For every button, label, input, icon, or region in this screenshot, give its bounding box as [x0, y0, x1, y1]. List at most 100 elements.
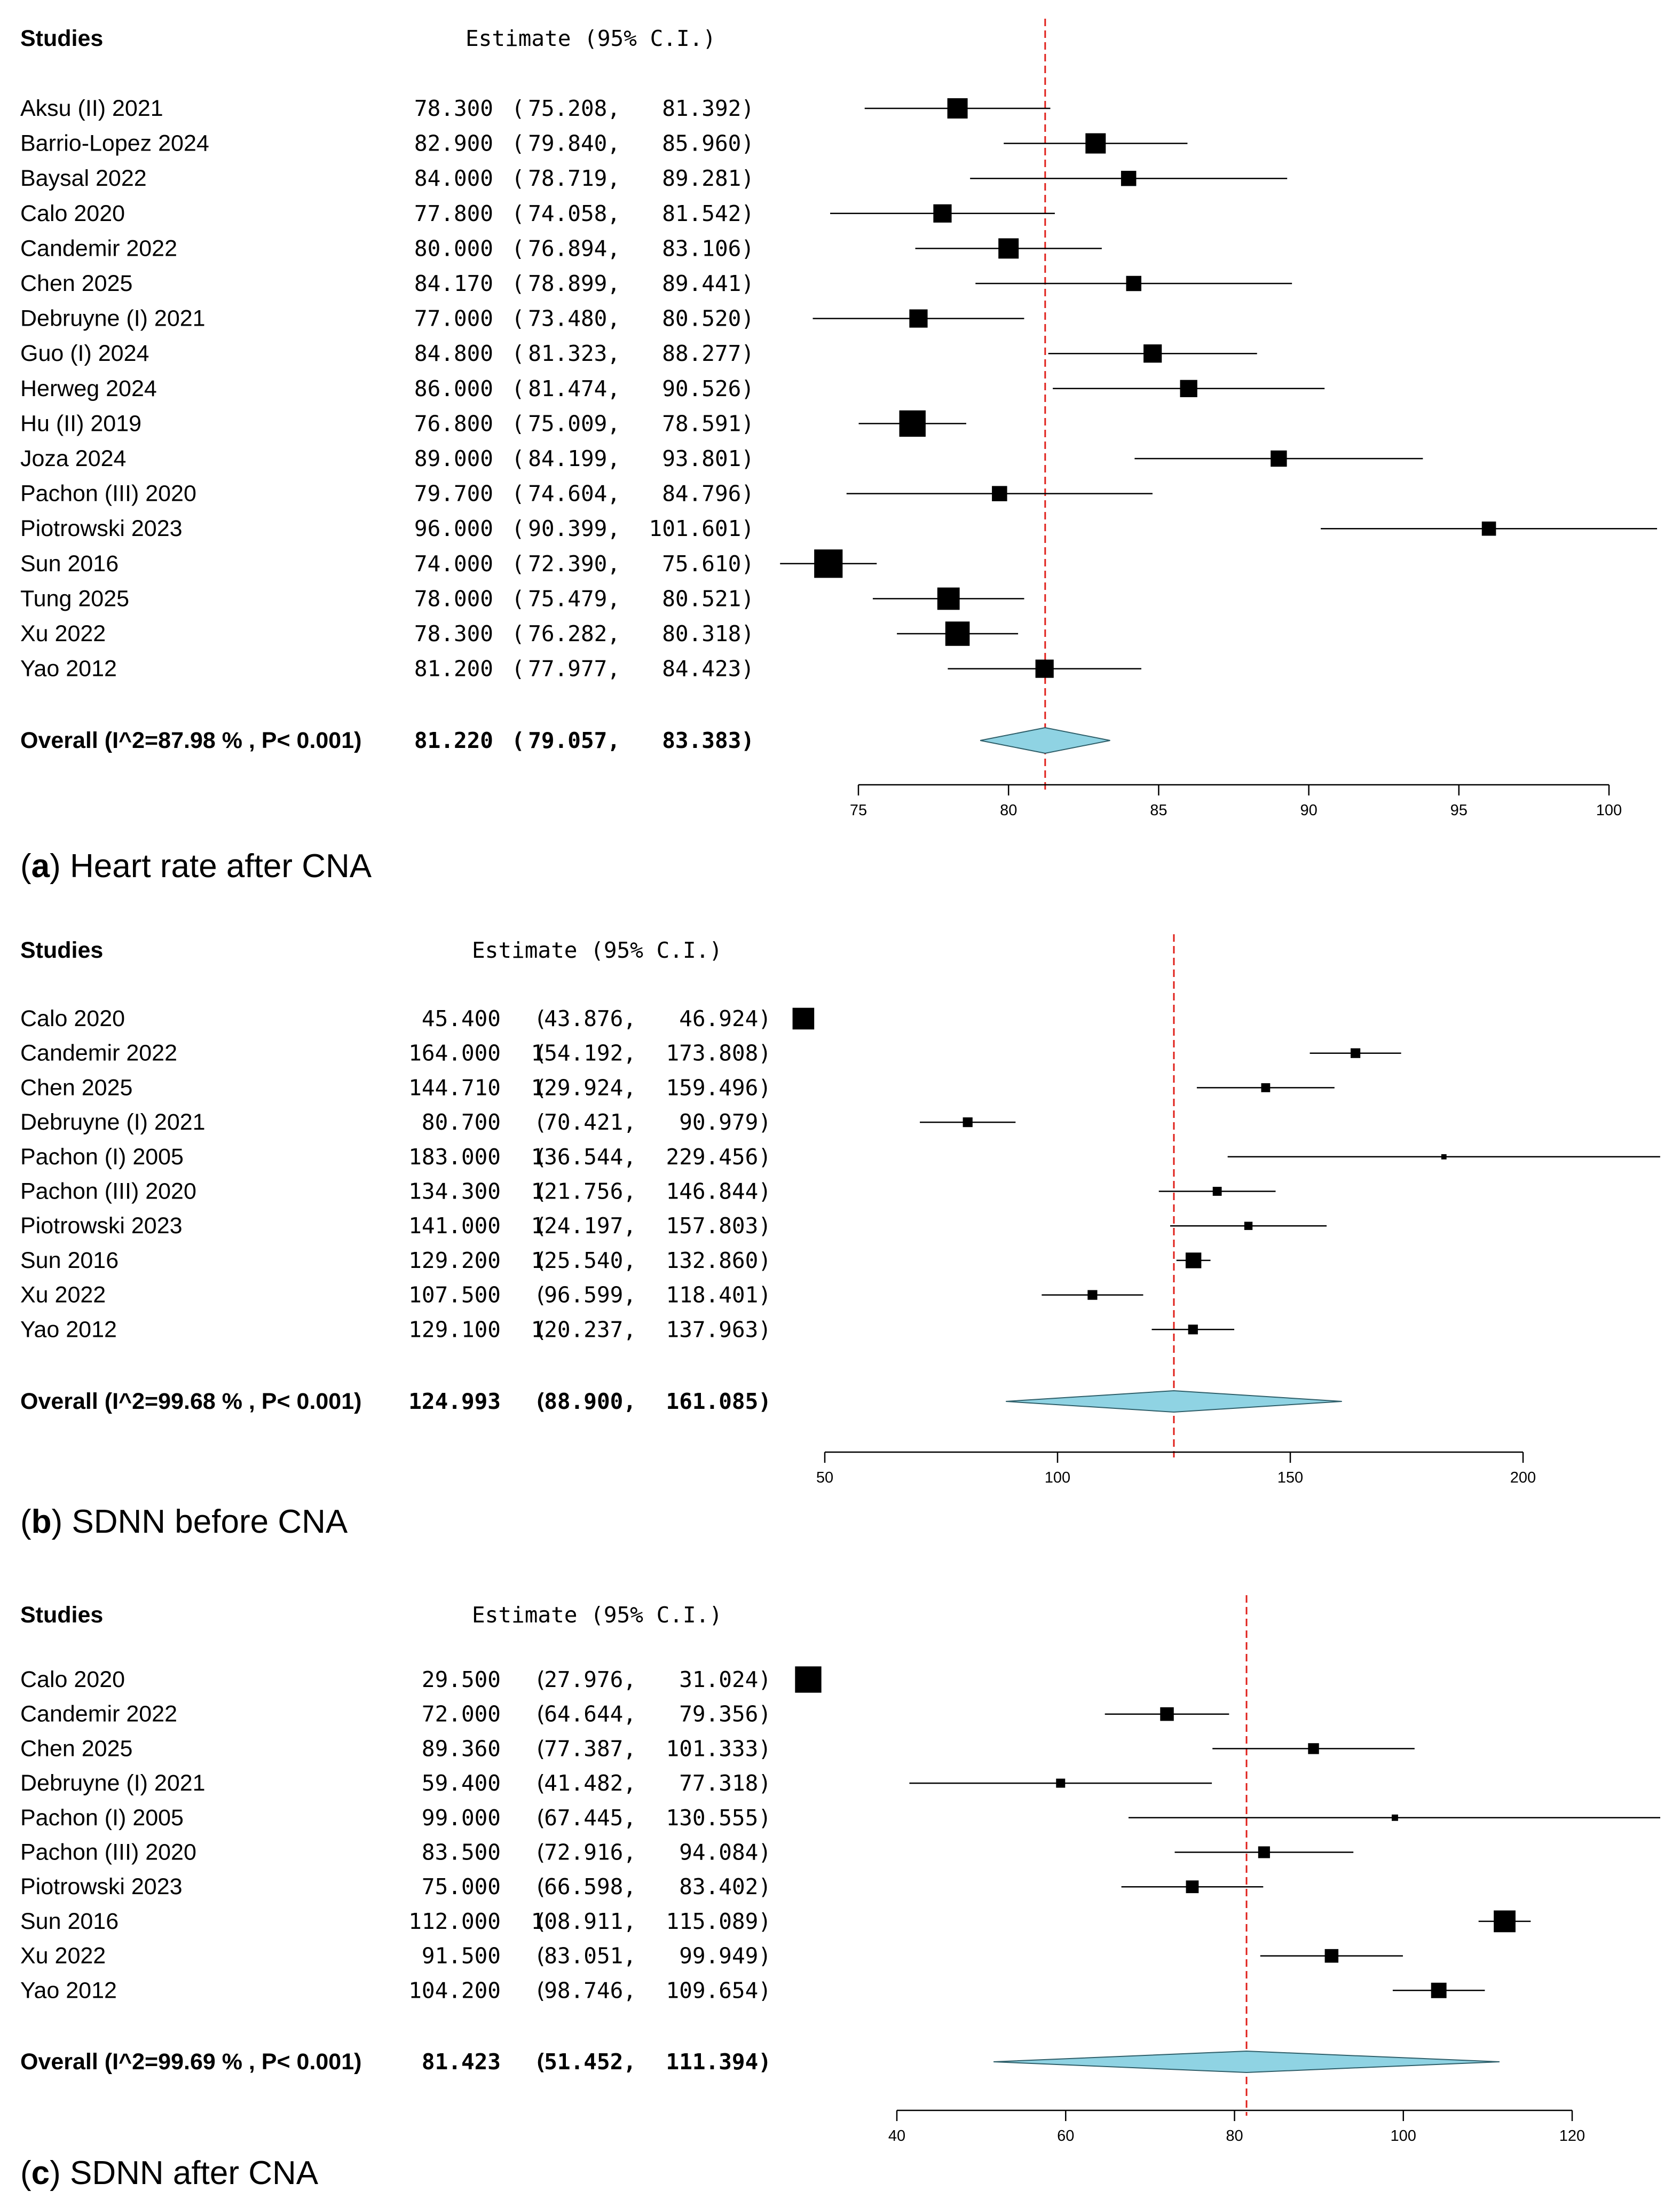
ci-open-paren: (: [511, 96, 525, 121]
study-ci-upper: 157.803): [666, 1213, 771, 1239]
study-estimate: 29.500: [422, 1667, 501, 1692]
study-label: Debruyne (I) 2021: [20, 1770, 206, 1796]
ci-open-paren: (: [511, 586, 525, 611]
ci-open-paren: (: [534, 1041, 547, 1066]
study-ci-lower: 81.323,: [528, 341, 620, 366]
study-label: Yao 2012: [20, 1977, 117, 2003]
study-label: Tung 2025: [20, 586, 129, 611]
x-tick-label: 100: [1596, 802, 1622, 819]
study-ci-lower: 77.977,: [528, 656, 620, 682]
study-estimate: 89.000: [414, 446, 493, 471]
study-ci-lower: 66.598,: [544, 1874, 636, 1900]
study-estimate: 45.400: [422, 1006, 501, 1031]
study-ci-lower: 98.746,: [544, 1977, 636, 2003]
study-point-marker: [1087, 1290, 1098, 1300]
overall-ci-upper: 111.394): [666, 2049, 771, 2075]
study-ci-upper: 90.979): [679, 1109, 771, 1135]
study-point-marker: [947, 98, 968, 119]
estimate-header: Estimate (95% C.I.): [472, 937, 722, 963]
study-ci-upper: 132.860): [666, 1248, 771, 1273]
study-estimate: 84.170: [414, 271, 493, 296]
study-ci-lower: 74.604,: [528, 481, 620, 507]
study-ci-lower: 75.009,: [528, 411, 620, 436]
study-estimate: 86.000: [414, 376, 493, 401]
study-label: Pachon (I) 2005: [20, 1805, 184, 1831]
overall-ci-upper: 83.383): [662, 728, 754, 753]
study-ci-lower: 96.599,: [544, 1282, 636, 1308]
study-point-marker: [1244, 1221, 1253, 1230]
study-estimate: 79.700: [414, 481, 493, 507]
overall-ci-lower: 51.452,: [544, 2049, 636, 2075]
study-point-marker: [1308, 1743, 1319, 1754]
study-point-marker: [1085, 133, 1106, 154]
study-label: Piotrowski 2023: [20, 1213, 183, 1239]
ci-open-paren: (: [534, 1109, 547, 1135]
study-ci-upper: 173.808): [666, 1041, 771, 1066]
study-ci-lower: 81.474,: [528, 376, 620, 401]
study-ci-upper: 77.318): [679, 1770, 771, 1796]
study-ci-lower: 136.544,: [531, 1144, 636, 1170]
plot-area: [780, 98, 1658, 754]
study-ci-lower: 64.644,: [544, 1701, 636, 1727]
study-point-marker: [792, 1007, 815, 1030]
study-label: Xu 2022: [20, 621, 106, 647]
overall-label: Overall (I^2=87.98 % , P< 0.001): [20, 728, 361, 753]
study-ci-lower: 154.192,: [531, 1041, 636, 1066]
study-point-marker: [795, 1666, 822, 1693]
study-estimate: 78.300: [414, 621, 493, 647]
ci-open-paren: (: [534, 1179, 547, 1204]
study-estimate: 83.500: [422, 1840, 501, 1865]
ci-open-paren: (: [511, 376, 525, 401]
ci-open-paren: (: [534, 1317, 547, 1342]
ci-open-paren: (: [511, 201, 525, 226]
study-estimate: 144.710: [408, 1075, 501, 1100]
study-point-marker: [1481, 521, 1496, 536]
study-ci-upper: 80.318): [662, 621, 754, 647]
study-point-marker: [909, 309, 928, 328]
study-point-marker: [1186, 1880, 1199, 1894]
study-ci-upper: 81.542): [662, 201, 754, 226]
study-point-marker: [1160, 1707, 1174, 1721]
study-ci-lower: 76.894,: [528, 235, 620, 261]
study-point-marker: [1035, 659, 1054, 678]
study-label: Sun 2016: [20, 1248, 119, 1273]
study-label: Xu 2022: [20, 1943, 106, 1969]
overall-open-paren: (: [511, 728, 525, 753]
overall-open-paren: (: [534, 2049, 547, 2075]
study-label: Barrio-Lopez 2024: [20, 131, 209, 156]
ci-open-paren: (: [511, 341, 525, 366]
study-ci-upper: 93.801): [662, 446, 754, 471]
panel-caption: (b) SDNN before CNA: [20, 1503, 348, 1540]
x-tick-label: 40: [888, 2127, 905, 2145]
x-tick-label: 50: [816, 1469, 833, 1486]
ci-open-paren: (: [534, 1075, 547, 1100]
study-label: Calo 2020: [20, 1667, 125, 1692]
ci-open-paren: (: [511, 411, 525, 436]
study-ci-lower: 84.199,: [528, 446, 620, 471]
study-ci-lower: 43.876,: [544, 1006, 636, 1031]
study-estimate: 164.000: [408, 1041, 501, 1066]
study-point-marker: [1121, 170, 1137, 186]
studies-header: Studies: [20, 26, 103, 51]
study-label: Guo (I) 2024: [20, 341, 149, 366]
study-ci-lower: 72.916,: [544, 1840, 636, 1865]
study-label: Baysal 2022: [20, 165, 147, 191]
study-estimate: 80.000: [414, 235, 493, 261]
study-ci-lower: 129.924,: [531, 1075, 636, 1100]
ci-open-paren: (: [534, 1977, 547, 2003]
ci-open-paren: (: [511, 551, 525, 577]
study-label: Xu 2022: [20, 1282, 106, 1308]
study-ci-upper: 118.401): [666, 1282, 771, 1308]
study-point-marker: [1056, 1778, 1066, 1788]
overall-estimate: 124.993: [408, 1389, 501, 1414]
study-estimate: 82.900: [414, 131, 493, 156]
panel-caption: (c) SDNN after CNA: [20, 2155, 319, 2192]
study-point-marker: [1431, 1982, 1447, 1998]
ci-open-paren: (: [534, 1770, 547, 1796]
study-label: Chen 2025: [20, 271, 132, 296]
study-label: Piotrowski 2023: [20, 1874, 183, 1900]
study-point-marker: [945, 621, 970, 646]
estimate-header: Estimate (95% C.I.): [472, 1602, 722, 1628]
study-ci-upper: 159.496): [666, 1075, 771, 1100]
study-ci-upper: 83.402): [679, 1874, 771, 1900]
